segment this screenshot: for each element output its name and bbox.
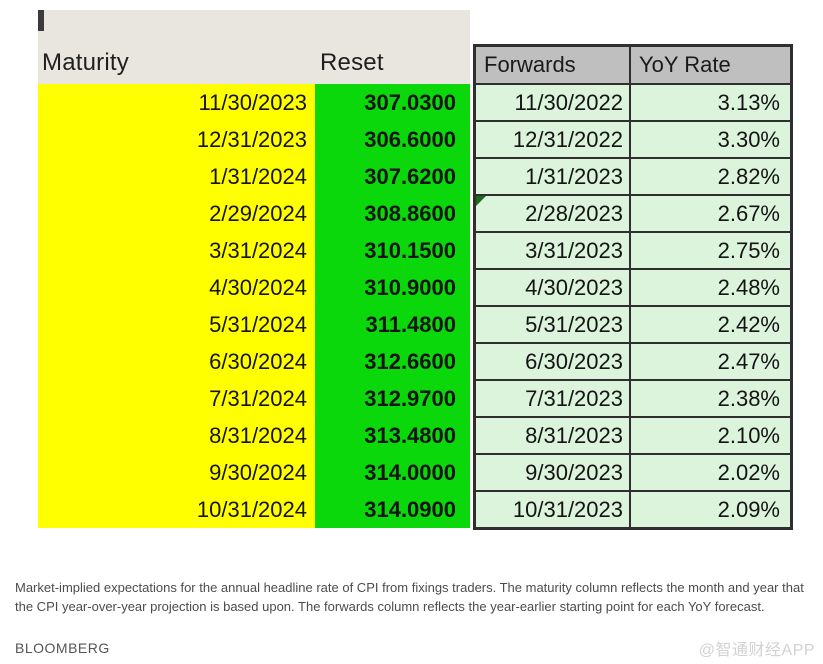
table-row: 12/31/2022 3.30%: [473, 120, 793, 159]
yoy-rate-cell: 2.10%: [629, 416, 793, 455]
table-row: 2/28/2023 2.67%: [473, 194, 793, 233]
reset-cell: 306.6000: [364, 127, 456, 152]
maturity-cell: 3/31/2024: [209, 238, 307, 263]
forward-date-cell: 6/30/2023: [473, 342, 631, 381]
reset-cell: 314.0000: [364, 460, 456, 485]
table-row: 10/31/2023 2.09%: [473, 490, 793, 530]
reset-cell: 314.0900: [364, 497, 456, 522]
reset-cell: 311.4800: [365, 312, 456, 337]
forward-date-cell: 1/31/2023: [473, 157, 631, 196]
yoy-rate-cell: 2.02%: [629, 453, 793, 492]
maturity-cell: 10/31/2024: [196, 497, 307, 522]
table-row: 6/30/2023 2.47%: [473, 342, 793, 381]
reset-column: 307.0300 306.6000 307.6200 308.8600 310.…: [315, 84, 470, 528]
cell-note-triangle-icon: [476, 197, 486, 206]
column-header-maturity: Maturity: [42, 49, 129, 76]
maturity-column: 11/30/2023 12/31/2023 1/31/2024 2/29/202…: [38, 84, 315, 528]
table-row: 3/31/2023 2.75%: [473, 231, 793, 270]
forward-date-cell: 7/31/2023: [473, 379, 631, 418]
forward-date-cell: 8/31/2023: [473, 416, 631, 455]
reset-cell: 310.9000: [364, 275, 456, 300]
maturity-cell: 9/30/2024: [209, 460, 307, 485]
figure-caption: Market-implied expectations for the annu…: [15, 580, 804, 614]
yoy-rate-cell: 2.48%: [629, 268, 793, 307]
maturity-cell: 2/29/2024: [209, 201, 307, 226]
forward-date-cell: 3/31/2023: [473, 231, 631, 270]
yoy-rate-cell: 2.42%: [629, 305, 793, 344]
yoy-rate-cell: 2.09%: [629, 490, 793, 530]
source-credit: BLOOMBERG: [15, 640, 110, 656]
reset-cell: 313.4800: [364, 423, 456, 448]
maturity-cell: 12/31/2023: [196, 127, 307, 152]
column-header-yoy-rate: YoY Rate: [629, 44, 793, 85]
yoy-rate-cell: 2.38%: [629, 379, 793, 418]
watermark: @智通财经APP: [698, 642, 815, 659]
table-row: 4/30/2023 2.48%: [473, 268, 793, 307]
maturity-cell: 6/30/2024: [209, 349, 307, 374]
reset-cell: 307.0300: [364, 90, 456, 115]
table-row: 11/30/2022 3.13%: [473, 83, 793, 122]
yoy-rate-cell: 3.13%: [629, 83, 793, 122]
maturity-cell: 8/31/2024: [209, 423, 307, 448]
column-header-forwards: Forwards: [473, 44, 631, 85]
table-row: 5/31/2023 2.42%: [473, 305, 793, 344]
table-row: 9/30/2023 2.02%: [473, 453, 793, 492]
yoy-rate-cell: 2.82%: [629, 157, 793, 196]
table-row: 7/31/2023 2.38%: [473, 379, 793, 418]
maturity-cell: 7/31/2024: [209, 386, 307, 411]
reset-cell: 307.6200: [364, 164, 456, 189]
forwards-table: Forwards YoY Rate 11/30/2022 3.13% 12/31…: [473, 44, 793, 530]
forward-date-cell: 4/30/2023: [473, 268, 631, 307]
reset-cell: 308.8600: [364, 201, 456, 226]
reset-cell: 310.1500: [364, 238, 456, 263]
forward-date-cell: 11/30/2022: [473, 83, 631, 122]
maturity-cell: 11/30/2023: [198, 90, 307, 115]
reset-cell: 312.6600: [364, 349, 456, 374]
yoy-rate-cell: 3.30%: [629, 120, 793, 159]
maturity-cell: 1/31/2024: [209, 164, 307, 189]
forward-date-cell: 2/28/2023: [473, 194, 631, 233]
forward-date-cell: 5/31/2023: [473, 305, 631, 344]
forward-date-cell: 10/31/2023: [473, 490, 631, 530]
forward-date-cell: 9/30/2023: [473, 453, 631, 492]
reset-cell: 312.9700: [364, 386, 456, 411]
table-row: 8/31/2023 2.10%: [473, 416, 793, 455]
forward-date-cell: 12/31/2022: [473, 120, 631, 159]
table-row: 1/31/2023 2.82%: [473, 157, 793, 196]
cell-cursor-mark: [38, 10, 44, 31]
header-band: Maturity Reset: [38, 10, 470, 84]
yoy-rate-cell: 2.47%: [629, 342, 793, 381]
maturity-cell: 5/31/2024: [209, 312, 307, 337]
yoy-rate-cell: 2.67%: [629, 194, 793, 233]
yoy-rate-cell: 2.75%: [629, 231, 793, 270]
column-header-reset: Reset: [320, 49, 384, 76]
maturity-cell: 4/30/2024: [209, 275, 307, 300]
